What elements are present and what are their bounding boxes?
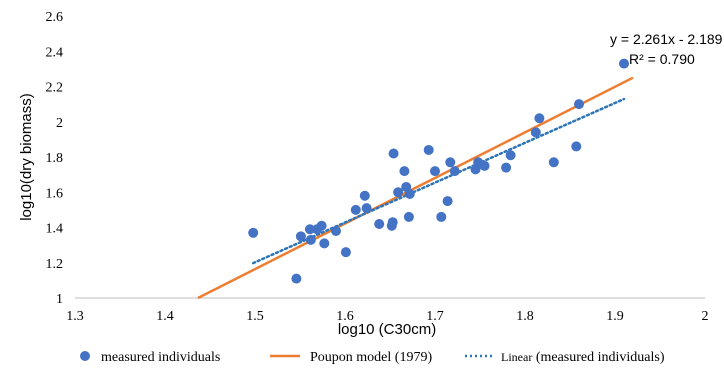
data-point [501, 162, 512, 173]
data-point [403, 211, 414, 222]
y-tick-label: 1.2 [46, 257, 64, 272]
x-axis-ticks: 1.3 1.4 1.5 1.6 1.7 1.8 1.9 2 [66, 309, 708, 324]
legend-label-model: Poupon model (1979) [310, 350, 432, 365]
legend-label-linear-word: Linear [501, 350, 532, 364]
data-point [248, 227, 259, 238]
data-point [530, 127, 541, 138]
data-point [319, 238, 330, 249]
y-tick-label: 1 [56, 292, 63, 307]
y-tick-label: 2.6 [46, 10, 64, 25]
data-point [571, 141, 582, 152]
data-point [449, 166, 460, 177]
data-point [436, 211, 447, 222]
data-point [305, 234, 316, 245]
data-point [423, 144, 434, 155]
x-tick-label: 1.3 [66, 309, 84, 324]
legend-label-linear-suffix: (measured individuals) [532, 350, 665, 365]
data-point [574, 99, 584, 110]
series-points [248, 58, 629, 284]
x-tick-label: 1.6 [336, 309, 354, 324]
legend-label-linear: Linear (measured individuals) [501, 350, 665, 365]
data-point [387, 217, 398, 228]
data-point [619, 58, 629, 69]
data-point [548, 157, 559, 168]
data-point [430, 166, 440, 177]
legend-marker-measured [80, 351, 90, 361]
data-point [399, 166, 410, 177]
trendline-linear [251, 97, 626, 265]
x-axis-title: log10 (C30cm) [338, 321, 436, 338]
x-tick-label: 1.7 [426, 309, 444, 324]
series-lines [197, 76, 634, 300]
x-tick-label: 1.8 [516, 309, 534, 324]
data-point [295, 231, 306, 242]
data-point [291, 273, 302, 284]
y-tick-label: 1.4 [46, 222, 64, 237]
data-point [505, 150, 516, 161]
data-point [304, 224, 315, 235]
line-poupon-model [197, 76, 634, 300]
data-point [442, 196, 453, 207]
data-point [359, 190, 370, 201]
data-point [340, 247, 351, 258]
y-axis-ticks: 1 1.2 1.4 1.6 1.8 2 2.2 2.4 2.6 [46, 10, 64, 307]
y-tick-label: 1.6 [46, 186, 64, 201]
data-point [316, 220, 327, 231]
y-axis-title: log10(dry biomass) [18, 93, 35, 221]
x-tick-label: 1.9 [606, 309, 624, 324]
data-point [331, 226, 341, 237]
data-point [393, 187, 404, 198]
legend-label-measured: measured individuals [101, 350, 220, 365]
y-tick-label: 1.8 [46, 151, 64, 166]
data-point [404, 189, 415, 200]
data-point [479, 160, 490, 171]
data-point [388, 148, 399, 159]
y-tick-label: 2 [56, 116, 63, 131]
legend: measured individuals Poupon model (1979)… [80, 350, 665, 365]
y-tick-label: 2.2 [46, 81, 64, 96]
data-point [534, 113, 545, 124]
x-tick-label: 1.4 [156, 309, 174, 324]
data-point [361, 203, 372, 214]
equation-annotation: y = 2.261x - 2.189 [610, 31, 723, 47]
r-squared-annotation: R² = 0.790 [629, 51, 695, 67]
data-point [374, 218, 385, 229]
data-point [350, 204, 361, 215]
x-tick-label: 1.5 [246, 309, 264, 324]
data-point [445, 157, 456, 168]
x-tick-label: 2 [702, 309, 709, 324]
y-tick-label: 2.4 [46, 45, 64, 60]
